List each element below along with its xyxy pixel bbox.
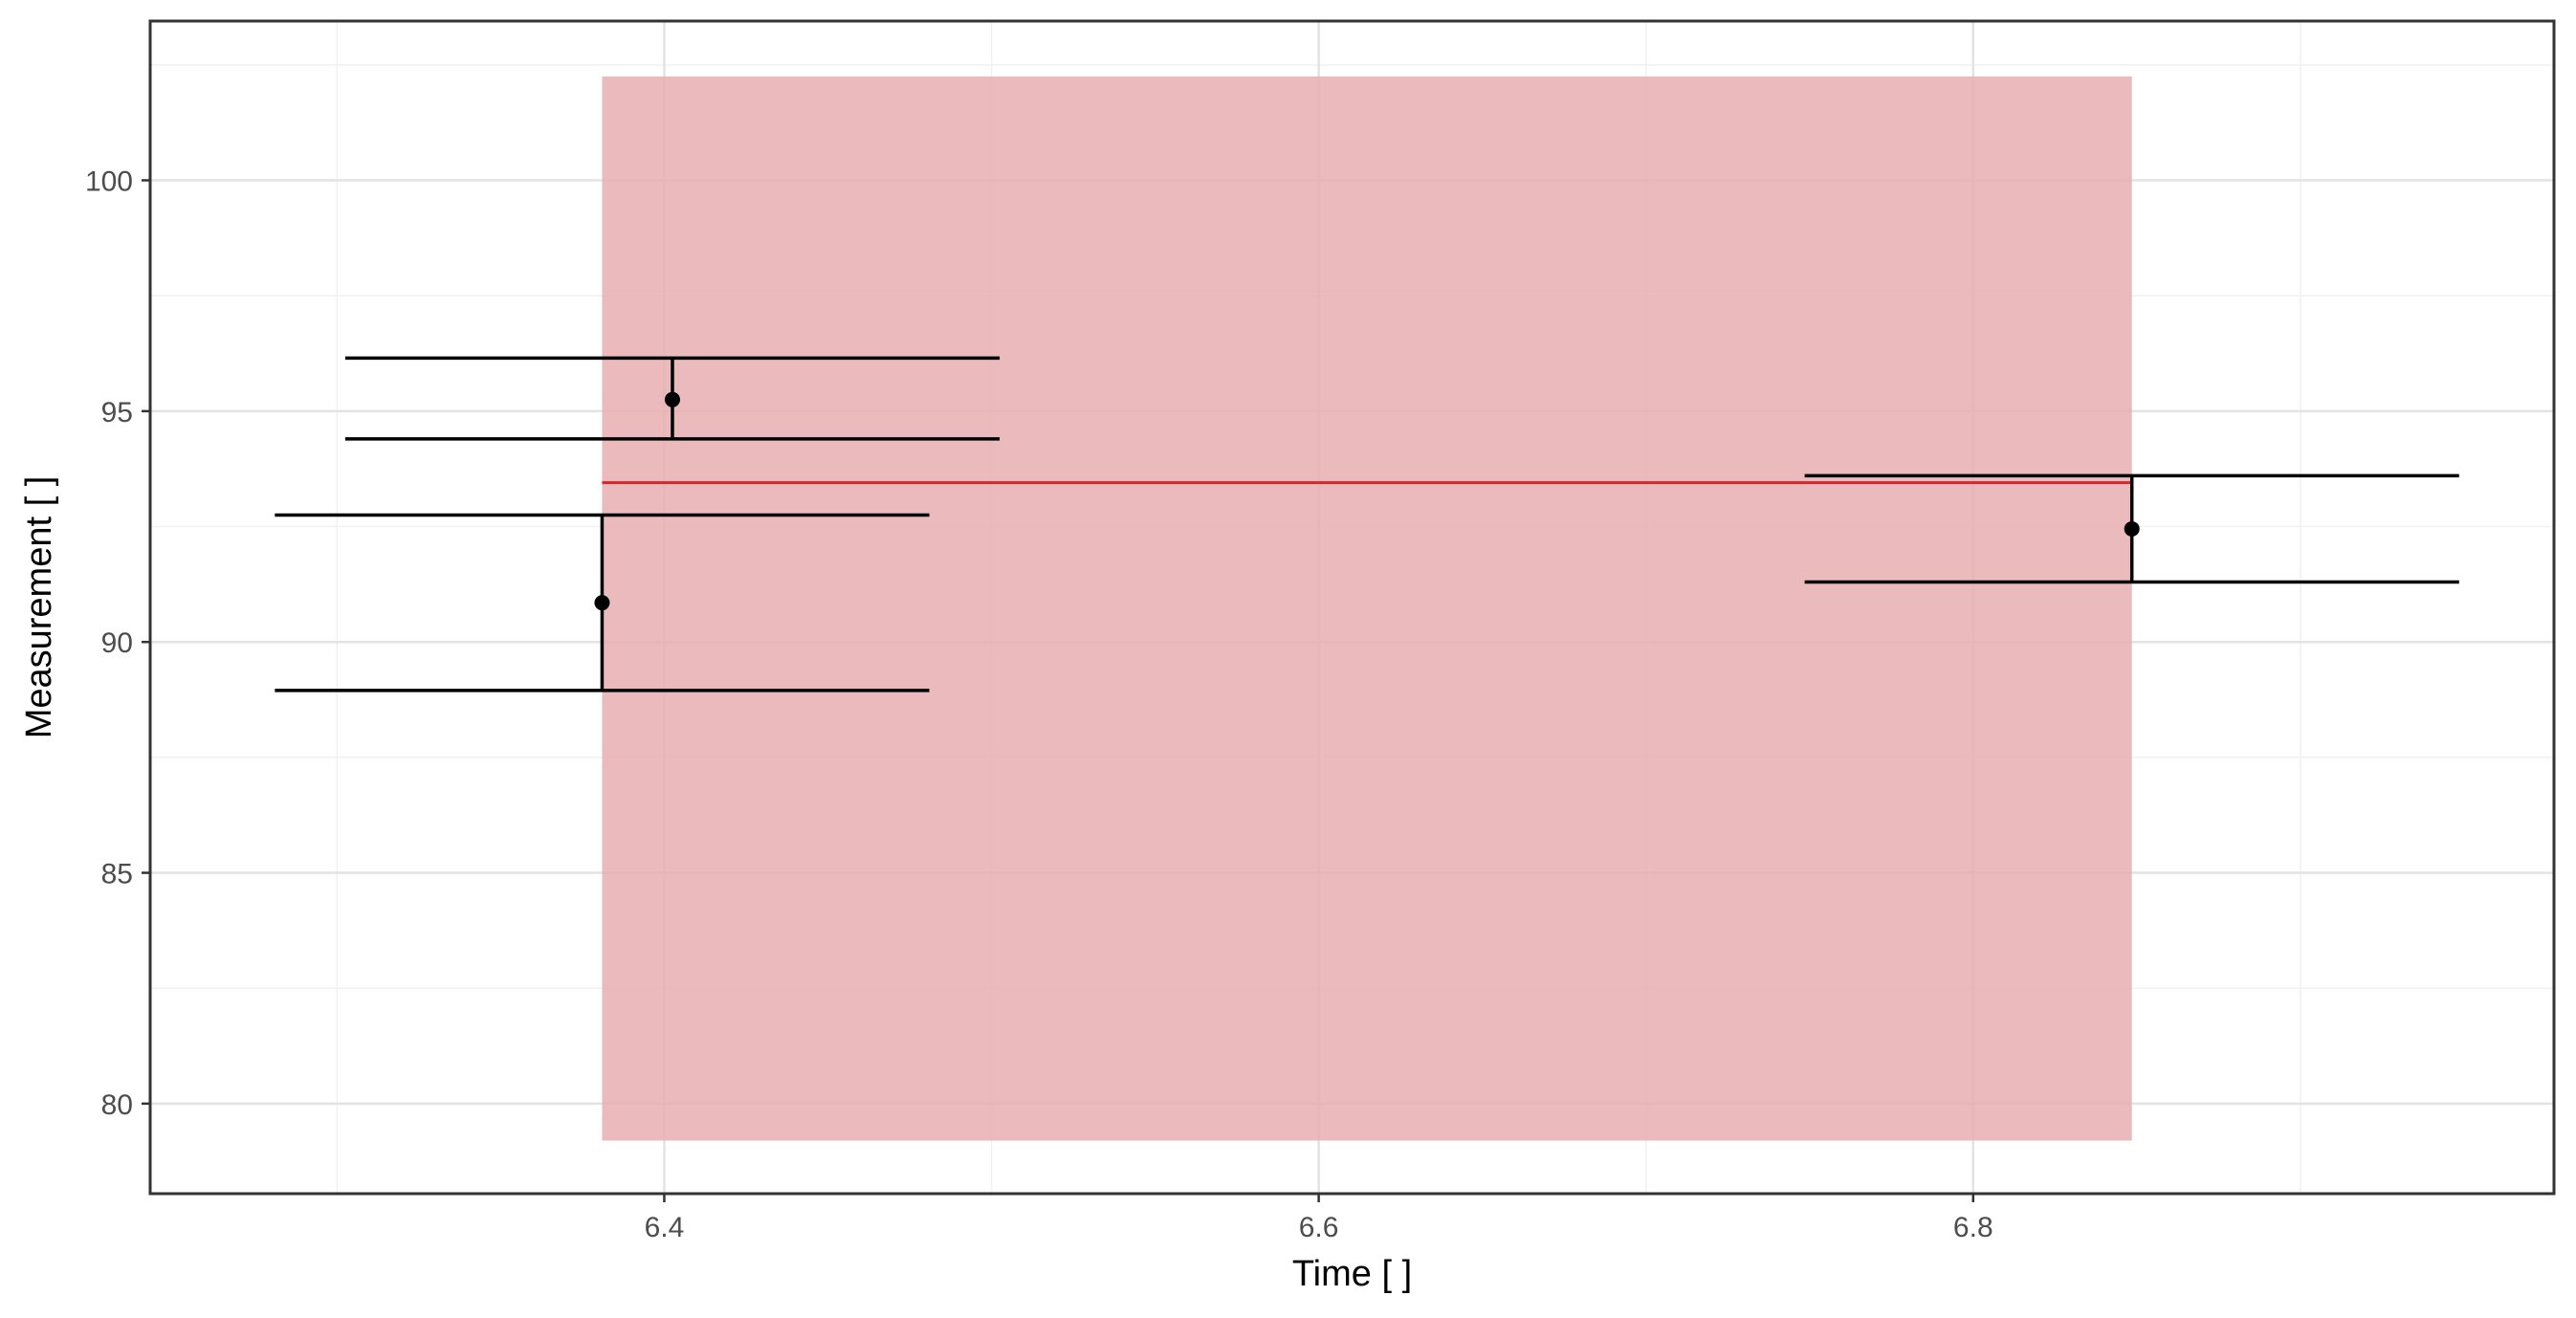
x-axis-title: Time [ ] xyxy=(1292,1254,1412,1294)
y-axis-title: Measurement [ ] xyxy=(19,476,59,739)
interval-band-layer xyxy=(602,76,2132,1141)
y-tick-label-4: 100 xyxy=(85,166,133,198)
interval-band xyxy=(602,76,2132,1141)
y-tick-label-0: 80 xyxy=(101,1089,133,1121)
x-axis: 6.4 6.6 6.8 xyxy=(645,1194,1993,1243)
y-tick-label-1: 85 xyxy=(101,859,133,890)
y-axis: 80 85 90 95 100 xyxy=(85,166,150,1121)
data-point-1 xyxy=(664,391,680,407)
x-tick-label-0: 6.4 xyxy=(645,1212,685,1243)
data-point-0 xyxy=(594,595,610,611)
data-point-2 xyxy=(2124,520,2140,537)
y-tick-label-2: 90 xyxy=(101,627,133,659)
panel-border xyxy=(148,19,2556,1196)
x-tick-label-2: 6.8 xyxy=(1953,1212,1993,1243)
y-tick-label-3: 95 xyxy=(101,397,133,428)
data-points xyxy=(594,391,2140,611)
x-tick-label-1: 6.6 xyxy=(1299,1212,1339,1243)
